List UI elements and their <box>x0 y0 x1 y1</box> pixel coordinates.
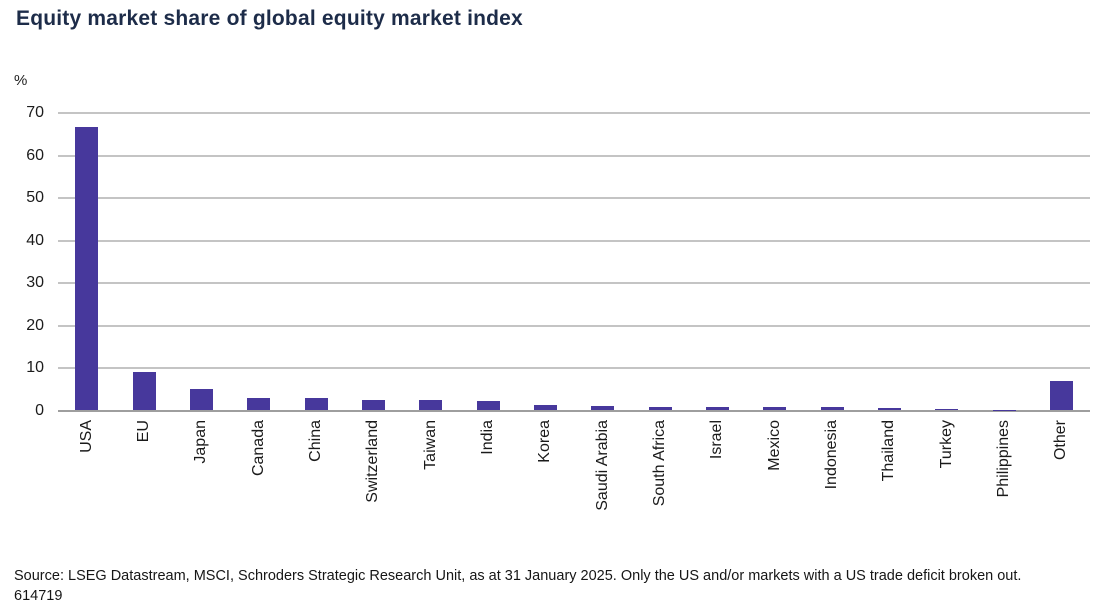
x-label-turkey: Turkey <box>937 420 955 469</box>
gridline-70 <box>58 112 1090 114</box>
bar-south-africa <box>648 406 672 410</box>
x-label-korea: Korea <box>536 420 554 463</box>
bar-china <box>304 398 328 410</box>
chart-title: Equity market share of global equity mar… <box>16 7 523 30</box>
x-label-canada: Canada <box>249 420 267 477</box>
gridline-10 <box>58 367 1090 370</box>
x-label-mexico: Mexico <box>765 420 783 471</box>
y-tick-10: 10 <box>26 359 44 377</box>
x-label-saudi-arabia: Saudi Arabia <box>593 420 611 511</box>
x-label-usa: USA <box>77 420 95 453</box>
x-axis-line <box>58 410 1090 412</box>
gridline-50 <box>58 197 1090 200</box>
y-tick-20: 20 <box>26 316 44 334</box>
y-tick-30: 30 <box>26 274 44 292</box>
gridline-60 <box>58 154 1090 157</box>
bar-turkey <box>935 409 959 410</box>
y-axis-unit-label: % <box>14 72 28 89</box>
x-label-indonesia: Indonesia <box>823 420 840 490</box>
bar-saudi-arabia <box>591 406 615 410</box>
x-label-israel: Israel <box>708 420 726 460</box>
x-label-china: China <box>307 420 324 462</box>
gridline-30 <box>58 282 1090 285</box>
bar-canada <box>247 398 271 410</box>
bar-taiwan <box>419 400 443 410</box>
x-label-switzerland: Switzerland <box>364 420 382 503</box>
y-tick-0: 0 <box>35 402 44 419</box>
bar-japan <box>189 388 213 410</box>
y-tick-40: 40 <box>26 231 44 249</box>
x-label-japan: Japan <box>192 420 210 464</box>
source-note: Source: LSEG Datastream, MSCI, Schroders… <box>14 568 1022 604</box>
x-label-india: India <box>479 420 496 455</box>
bar-switzerland <box>361 399 385 410</box>
gridline-40 <box>58 239 1090 242</box>
x-label-taiwan: Taiwan <box>421 420 439 470</box>
x-label-eu: EU <box>135 420 152 443</box>
bar-eu <box>132 372 156 410</box>
y-tick-50: 50 <box>26 189 44 207</box>
y-tick-70: 70 <box>26 104 44 121</box>
bar-usa <box>75 126 99 410</box>
x-label-thailand: Thailand <box>880 420 898 482</box>
bar-indonesia <box>820 407 844 410</box>
y-tick-60: 60 <box>26 146 44 164</box>
bar-other <box>1049 381 1073 410</box>
x-label-other: Other <box>1052 420 1070 461</box>
bar-india <box>476 401 500 410</box>
x-label-south-africa: South Africa <box>651 420 668 507</box>
bar-israel <box>705 407 729 410</box>
bar-mexico <box>763 407 787 410</box>
bar-thailand <box>877 408 901 410</box>
gridline-20 <box>58 324 1090 327</box>
x-label-philippines: Philippines <box>995 420 1012 498</box>
bar-korea <box>533 405 557 410</box>
